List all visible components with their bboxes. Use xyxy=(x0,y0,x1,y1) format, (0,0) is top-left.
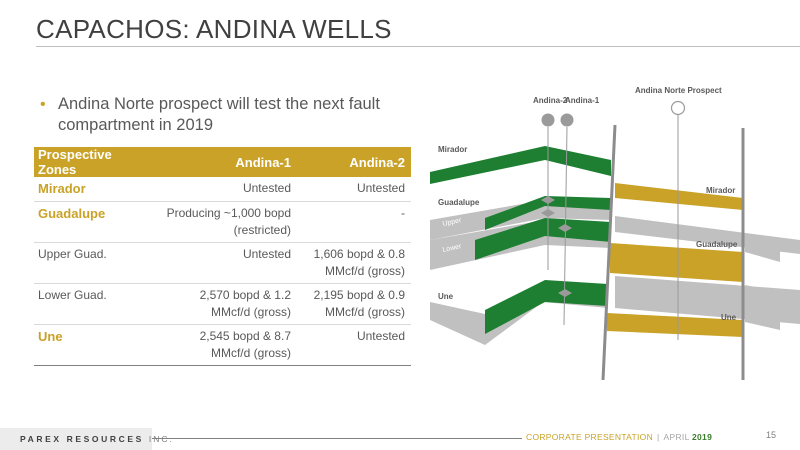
andina-2-label: Andina-2 xyxy=(533,96,568,105)
zone-cell: Mirador xyxy=(34,177,159,202)
andina-norte-well-icon xyxy=(670,100,686,116)
zone-cell: Guadalupe xyxy=(34,201,159,243)
andina-2-well-icon xyxy=(541,113,555,127)
andina-1-cell: Untested xyxy=(159,177,297,202)
andina-2-value: 1,606 bopd & 0.8 MMcf/d (gross) xyxy=(313,246,405,278)
andina-1-value: 2,545 bopd & 8.7 MMcf/d (gross) xyxy=(199,328,291,360)
prospective-zones-table: Prospective Zones Andina-1 Andina-2 Mira… xyxy=(34,147,411,366)
andina-2-cell: - xyxy=(297,201,411,243)
right-guadalupe-layer xyxy=(610,243,743,282)
andina-2-cell: Untested xyxy=(297,324,411,366)
fault-line-center xyxy=(601,124,617,380)
andina-1-label: Andina-1 xyxy=(565,96,600,105)
perforation-icon xyxy=(558,224,572,232)
perforation-icons xyxy=(541,196,572,297)
table-row: Guadalupe Producing ~1,000 bopd (restric… xyxy=(34,201,411,243)
left-lower-label: Lower xyxy=(442,243,463,254)
left-upper-label: Upper xyxy=(442,217,463,228)
andina-1-value: 2,570 bopd & 1.2 MMcf/d (gross) xyxy=(199,287,291,319)
table-header-row: Prospective Zones Andina-1 Andina-2 xyxy=(34,147,411,177)
right-far-gray-1 xyxy=(745,238,780,262)
page-number: 15 xyxy=(766,430,777,440)
right-mirador-layer xyxy=(615,183,743,210)
cross-section-diagram: Andina-2 Andina-1 Andina Norte Prospect … xyxy=(430,86,800,380)
footer-brand-panel xyxy=(0,428,152,450)
footer-separator: | xyxy=(657,432,660,442)
table-row: Mirador Untested Untested xyxy=(34,177,411,202)
brand-suffix: INC. xyxy=(148,434,174,444)
bullet-text: Andina Norte prospect will test the next… xyxy=(58,95,380,134)
brand-name: PAREX RESOURCES xyxy=(20,434,144,444)
andina-2-cell: 1,606 bopd & 0.8 MMcf/d (gross) xyxy=(297,242,411,284)
table-row: Lower Guad. 2,570 bopd & 1.2 MMcf/d (gro… xyxy=(34,283,411,325)
bullet-dot-icon: • xyxy=(40,96,46,113)
title-divider xyxy=(36,46,800,47)
perforation-icon xyxy=(541,196,555,204)
footer-presentation-info: CORPORATE PRESENTATION | APRIL 2019 xyxy=(526,432,712,442)
right-far-gray-2 xyxy=(745,285,780,330)
header-andina-1: Andina-1 xyxy=(159,147,297,177)
right-une-label: Une xyxy=(721,313,737,322)
presentation-label: CORPORATE PRESENTATION xyxy=(526,432,654,442)
zone-cell: Upper Guad. xyxy=(34,242,159,284)
andina-2-cell: 2,195 bopd & 0.9 MMcf/d (gross) xyxy=(297,283,411,325)
left-lower-guad-layer xyxy=(475,218,611,260)
left-une-label: Une xyxy=(438,292,454,301)
zone-cell: Une xyxy=(34,324,159,366)
right-une-layer xyxy=(607,313,743,337)
bullet-point: • Andina Norte prospect will test the ne… xyxy=(40,94,400,136)
presentation-year: 2019 xyxy=(691,432,713,442)
perforation-icon xyxy=(558,289,572,297)
left-une-layer xyxy=(485,280,608,334)
table-row: Upper Guad. Untested 1,606 bopd & 0.8 MM… xyxy=(34,242,411,284)
right-mirador-label: Mirador xyxy=(706,186,735,195)
left-guadalupe-layer xyxy=(485,196,611,230)
perforation-icon xyxy=(541,209,555,217)
presentation-month: APRIL xyxy=(663,432,690,442)
footer-divider xyxy=(152,438,522,439)
table-row: Une 2,545 bopd & 8.7 MMcf/d (gross) Unte… xyxy=(34,324,411,366)
right-guadalupe-label: Guadalupe xyxy=(696,240,738,249)
andina-1-cell: 2,545 bopd & 8.7 MMcf/d (gross) xyxy=(159,324,297,366)
andina-1-cell: Untested xyxy=(159,242,297,284)
header-andina-2: Andina-2 xyxy=(297,147,411,177)
header-zones: Prospective Zones xyxy=(34,147,159,177)
andina-1-well-icon xyxy=(560,113,574,127)
andina-norte-label: Andina Norte Prospect xyxy=(635,86,722,95)
footer-brand: PAREX RESOURCES INC. xyxy=(20,434,174,444)
andina-1-cell: 2,570 bopd & 1.2 MMcf/d (gross) xyxy=(159,283,297,325)
andina-1-cell: Producing ~1,000 bopd (restricted) xyxy=(159,201,297,243)
andina-1-value: Producing ~1,000 bopd (restricted) xyxy=(166,205,291,237)
left-mirador-layer xyxy=(430,146,611,184)
left-mirador-label: Mirador xyxy=(438,145,467,154)
left-guadalupe-label: Guadalupe xyxy=(438,198,480,207)
andina-2-value: 2,195 bopd & 0.9 MMcf/d (gross) xyxy=(313,287,405,319)
andina-2-cell: Untested xyxy=(297,177,411,202)
zone-cell: Lower Guad. xyxy=(34,283,159,325)
slide-title: CAPACHOS: ANDINA WELLS xyxy=(36,14,392,44)
